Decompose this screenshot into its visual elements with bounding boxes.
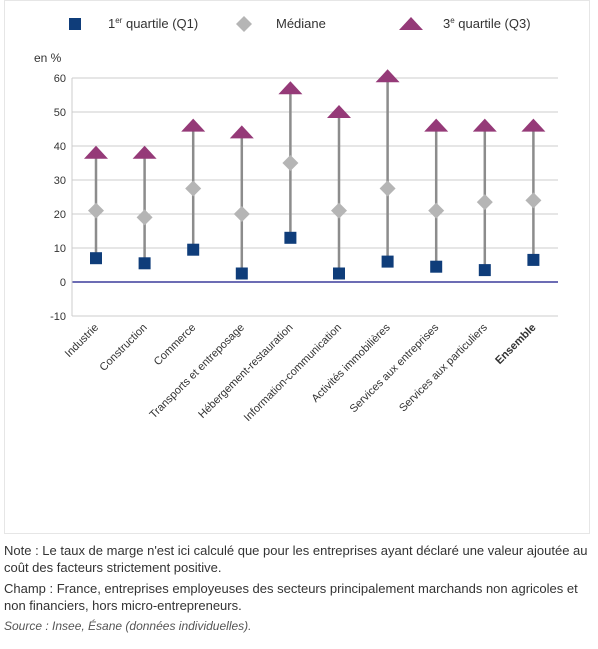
q3-marker — [132, 145, 157, 159]
x-tick-label: Hébergement-restauration — [196, 322, 295, 421]
legend-label: Médiane — [276, 16, 326, 31]
median-marker — [525, 192, 542, 209]
median-marker — [428, 202, 445, 219]
y-tick-label: 0 — [60, 277, 66, 289]
x-tick-label: Activités immobilières — [309, 321, 393, 405]
x-tick-label: Ensemble — [493, 322, 538, 367]
q3-marker — [327, 105, 351, 118]
chart-legend: 1er quartile (Q1) Médiane 3e quartile (Q3) — [69, 16, 531, 32]
y-tick-label: 60 — [54, 73, 66, 85]
q1-marker — [90, 252, 102, 265]
y-axis-unit: en % — [34, 51, 62, 65]
x-tick-label: Information-communication — [242, 322, 344, 424]
q3-marker — [181, 118, 206, 132]
q1-marker — [430, 260, 443, 273]
y-tick-label: 20 — [54, 209, 66, 221]
y-tick-label: 10 — [54, 243, 66, 255]
legend-median-marker — [236, 16, 252, 32]
median-marker — [185, 180, 202, 197]
legend-label: 3e quartile (Q3) — [443, 16, 531, 31]
chart-notes: Note : Le taux de marge n'est ici calcul… — [4, 542, 594, 639]
legend-q1-marker — [69, 18, 81, 30]
q3-marker — [84, 145, 108, 159]
data-marks — [84, 69, 546, 280]
x-tick-label: Industrie — [63, 322, 101, 360]
q1-marker — [527, 253, 540, 266]
y-tick-label: -10 — [50, 311, 66, 323]
grid-lines — [71, 77, 558, 317]
legend-q3-marker — [399, 17, 423, 30]
source-text: Source : Insee, Ésane (données individue… — [4, 619, 252, 633]
x-tick-label: Transports et entreposage — [147, 322, 246, 421]
y-tick-labels: -10 0 10 20 30 40 50 60 — [50, 73, 66, 323]
median-marker — [136, 209, 153, 226]
q3-marker — [229, 125, 254, 139]
q1-marker — [235, 267, 248, 280]
median-marker — [233, 206, 250, 222]
q1-marker — [333, 267, 345, 280]
q1-marker — [138, 257, 151, 270]
q3-marker — [472, 118, 497, 132]
q1-marker — [381, 255, 394, 268]
range-lines — [94, 76, 535, 274]
median-marker — [282, 155, 299, 171]
y-tick-label: 40 — [54, 141, 66, 153]
q3-marker — [424, 118, 449, 132]
chart-svg: 1er quartile (Q1) Médiane 3e quartile (Q3)… — [34, 16, 558, 424]
q3-marker — [521, 118, 546, 132]
q3-marker — [278, 81, 303, 95]
q3-marker — [375, 69, 400, 83]
x-tick-label: Commerce — [152, 322, 199, 369]
y-tick-label: 50 — [54, 107, 66, 119]
median-marker — [476, 194, 493, 211]
note-text: Note : Le taux de marge n'est ici calcul… — [4, 543, 588, 575]
x-tick-label: Construction — [98, 322, 150, 374]
q1-marker — [187, 243, 200, 256]
x-tick-label: Services aux particuliers — [397, 321, 490, 414]
champ-text: Champ : France, entreprises employeuses … — [4, 581, 578, 613]
x-tick-label: Services aux entreprises — [348, 321, 442, 415]
y-tick-label: 30 — [54, 175, 66, 187]
median-marker — [331, 202, 347, 219]
q1-marker — [284, 231, 297, 244]
median-marker — [379, 180, 396, 197]
q1-marker — [478, 264, 491, 277]
median-marker — [88, 202, 104, 219]
legend-label: 1er quartile (Q1) — [108, 16, 198, 31]
